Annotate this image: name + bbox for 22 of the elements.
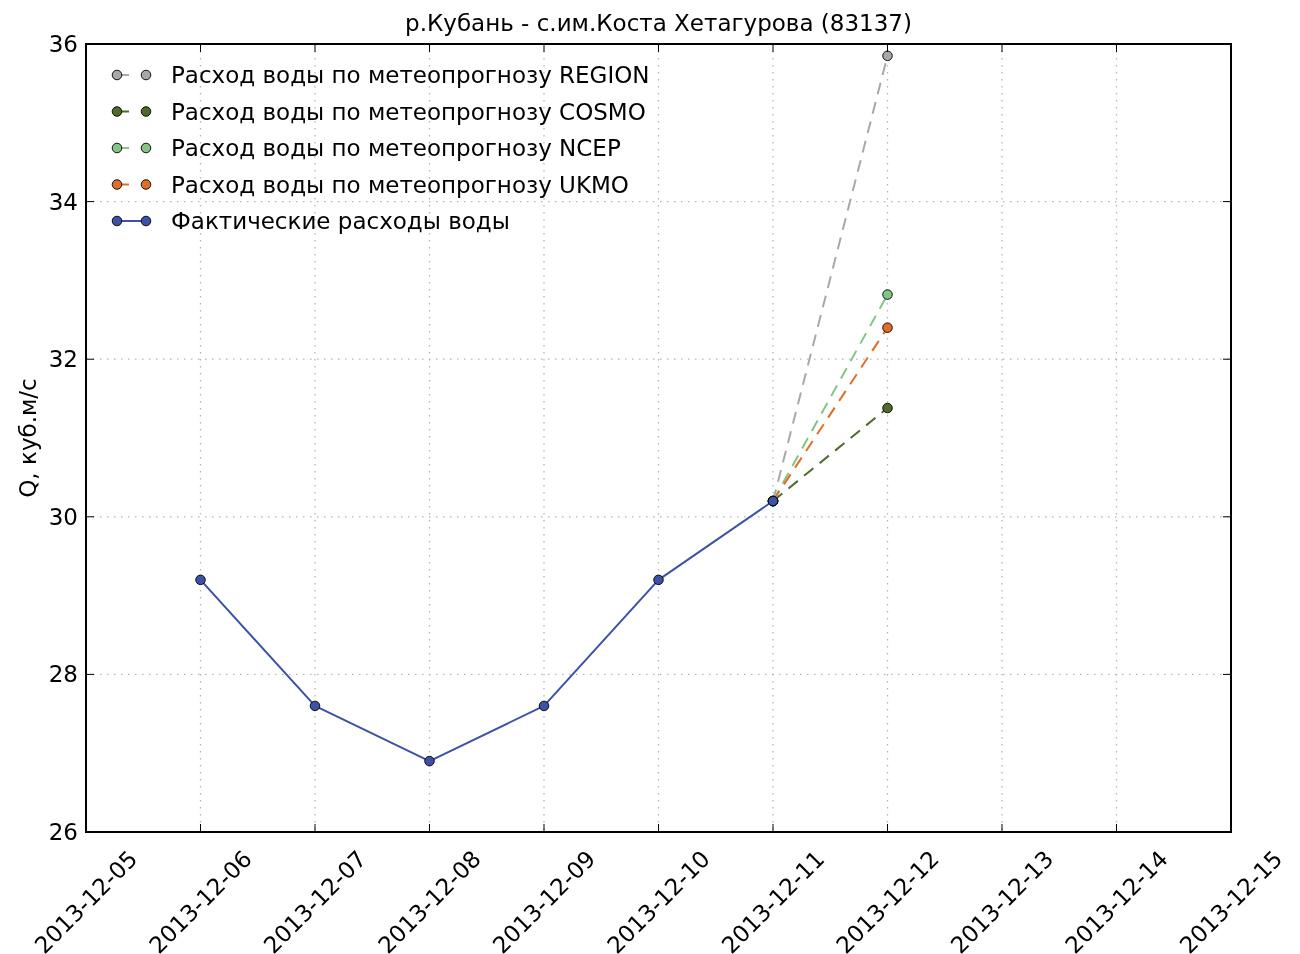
point: [882, 50, 893, 62]
point: [424, 755, 435, 767]
point: [538, 700, 550, 712]
chart-title: р.Кубань - с.им.Коста Хетагурова (83137): [405, 10, 912, 36]
legend-label: Расход воды по метеопрогнозу REGION: [171, 62, 650, 88]
y-tick-label: 34: [48, 188, 78, 215]
legend-label: Расход воды по метеопрогнозу NCEP: [171, 135, 621, 161]
legend-label: Расход воды по метеопрогнозу COSMO: [171, 98, 646, 125]
point: [882, 322, 893, 333]
point: [195, 574, 206, 586]
y-tick-label: 30: [48, 503, 78, 530]
point: [882, 289, 893, 300]
legend-label: Фактические расходы воды: [171, 208, 510, 234]
y-tick-label: 36: [48, 31, 78, 57]
point: [309, 700, 321, 712]
y-tick-label: 26: [48, 819, 78, 845]
point: [882, 402, 893, 414]
y-tick-label: 32: [48, 346, 78, 373]
y-tick-label: 28: [48, 661, 78, 688]
legend-label: Расход воды по метеопрогнозу UKMO: [171, 171, 629, 198]
y-axis-title: Q, куб.м/с: [15, 378, 41, 498]
point: [653, 574, 664, 586]
